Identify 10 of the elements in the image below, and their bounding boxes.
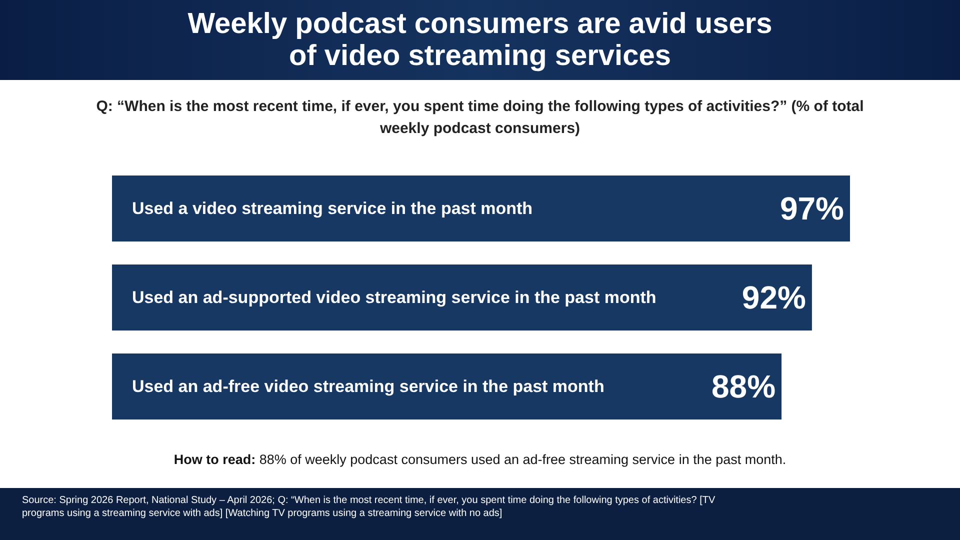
y-tick-label: Used an ad-free video streaming service in the past month bbox=[132, 377, 604, 396]
data-label: 88% bbox=[711, 368, 776, 404]
text: How to read: 88% of weekly podcast consumers used an ad-free streaming service in the past month. bbox=[172, 452, 788, 467]
data-label: 92% bbox=[742, 280, 806, 316]
y-tick-label: Used an ad-supported video streaming service in the past month bbox=[132, 288, 656, 307]
chart-title: Weekly podcast consumers are avid users of video streaming services bbox=[186, 8, 774, 72]
data-label: 97% bbox=[780, 190, 844, 226]
source-note: Source: Spring 2026 Report, National Study – April 2026; Q: “When is the most recent time, if ever, you spent time doing the following types of activities? [TV programs using a streaming service with ads] [Watching TV programs using a streaming service with no ads] bbox=[22, 494, 716, 520]
chart-subtitle: Q: “When is the most recent time, if ever, you spent time doing the following types of activities?” (% of total weekly podcast consumers) bbox=[95, 97, 865, 139]
y-tick-label: Used a video streaming service in the past month bbox=[132, 199, 533, 218]
